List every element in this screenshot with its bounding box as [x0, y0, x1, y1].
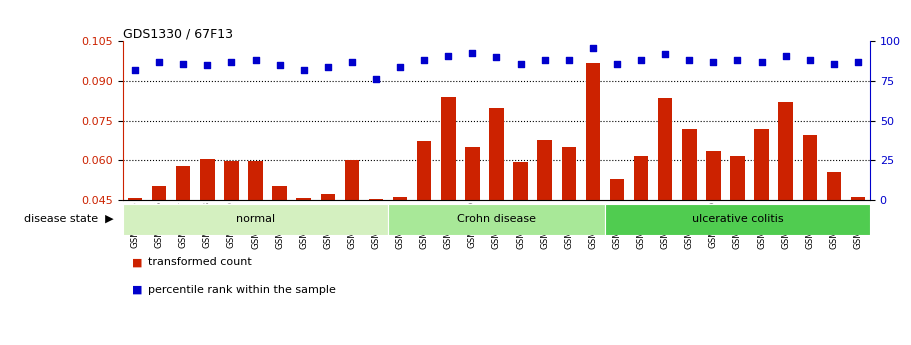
Bar	[609, 179, 624, 319]
Bar	[417, 141, 432, 319]
Point	[321, 64, 335, 70]
Bar	[369, 199, 384, 319]
Bar	[778, 102, 793, 319]
Text: Crohn disease: Crohn disease	[457, 214, 536, 224]
Bar	[634, 156, 649, 319]
Text: GDS1330 / 67F13: GDS1330 / 67F13	[123, 27, 233, 40]
Bar	[128, 198, 142, 319]
Bar	[803, 135, 817, 319]
Bar	[826, 172, 841, 319]
Point	[634, 58, 649, 63]
Bar	[152, 186, 167, 319]
Bar	[605, 204, 870, 235]
Point	[489, 55, 504, 60]
Point	[826, 61, 841, 66]
Text: ulcerative colitis: ulcerative colitis	[691, 214, 783, 224]
Bar	[393, 197, 407, 319]
Bar	[586, 62, 600, 319]
Point	[586, 45, 600, 50]
Point	[417, 58, 432, 63]
Bar	[731, 156, 744, 319]
Bar	[851, 197, 865, 319]
Text: transformed count: transformed count	[148, 257, 252, 267]
Bar	[561, 147, 576, 319]
Point	[200, 62, 215, 68]
Point	[754, 59, 769, 65]
Point	[609, 61, 624, 66]
Point	[128, 67, 142, 73]
Text: normal: normal	[236, 214, 275, 224]
Point	[393, 64, 407, 70]
Point	[513, 61, 527, 66]
Point	[537, 58, 552, 63]
Bar	[706, 151, 721, 319]
Text: percentile rank within the sample: percentile rank within the sample	[148, 285, 336, 295]
Point	[561, 58, 576, 63]
Bar	[441, 97, 456, 319]
Point	[369, 77, 384, 82]
Point	[731, 58, 745, 63]
Bar	[754, 129, 769, 319]
Point	[344, 59, 359, 65]
Point	[272, 62, 287, 68]
Bar	[658, 98, 672, 319]
Bar	[466, 147, 479, 319]
Bar	[296, 198, 311, 319]
Point	[658, 51, 672, 57]
Bar	[344, 160, 359, 319]
Bar	[514, 162, 527, 319]
Bar	[388, 204, 605, 235]
Text: ■: ■	[132, 285, 143, 295]
Bar	[537, 140, 552, 319]
Point	[466, 50, 480, 55]
Bar	[200, 159, 215, 319]
Point	[778, 53, 793, 58]
Point	[803, 58, 817, 63]
Bar	[682, 129, 697, 319]
Bar	[224, 161, 239, 319]
Bar	[249, 161, 262, 319]
Bar	[272, 186, 287, 319]
Point	[851, 59, 865, 65]
Bar	[123, 204, 388, 235]
Point	[152, 59, 167, 65]
Point	[224, 59, 239, 65]
Point	[248, 58, 262, 63]
Point	[296, 67, 311, 73]
Bar	[321, 194, 335, 319]
Bar	[489, 108, 504, 319]
Point	[441, 53, 456, 58]
Bar	[176, 166, 190, 319]
Point	[706, 59, 721, 65]
Text: disease state  ▶: disease state ▶	[25, 214, 114, 224]
Point	[682, 58, 697, 63]
Text: ■: ■	[132, 257, 143, 267]
Point	[176, 61, 190, 66]
